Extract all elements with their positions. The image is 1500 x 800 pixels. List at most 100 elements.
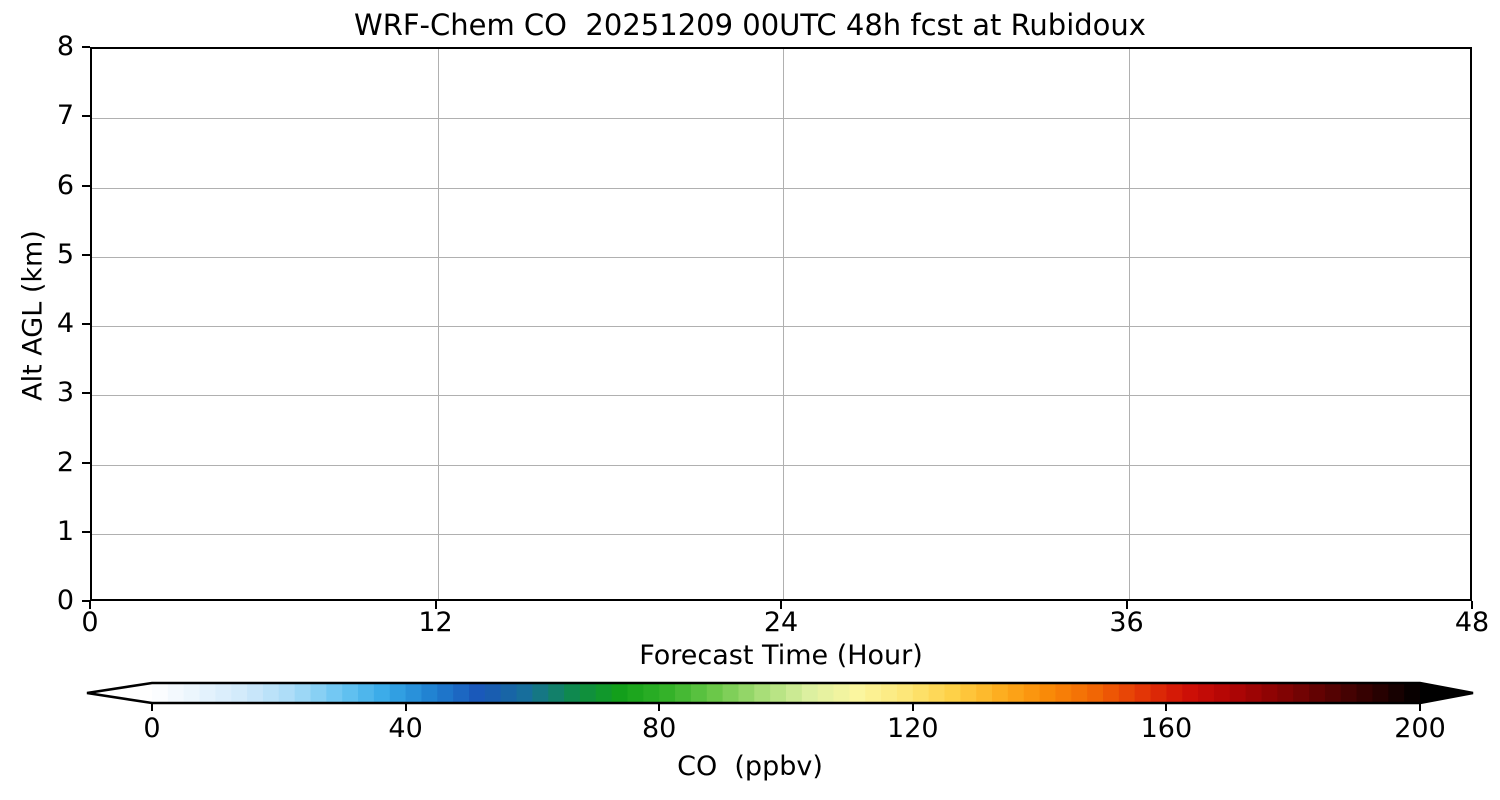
colorbar-band (1039, 683, 1057, 703)
colorbar-band (1071, 683, 1088, 703)
colorbar-band (1198, 683, 1215, 703)
y-tick-mark (82, 461, 90, 464)
colorbar-band (1118, 683, 1136, 703)
y-tick-label: 2 (56, 446, 74, 478)
x-tick-label: 0 (81, 607, 99, 638)
colorbar-tick-label: 80 (642, 713, 677, 744)
x-tick-mark (1125, 601, 1128, 609)
colorbar-band (659, 683, 676, 703)
colorbar-band (1103, 683, 1120, 703)
y-axis-label: Alt AGL (km) (17, 230, 49, 401)
colorbar-tick-mark (1165, 704, 1168, 711)
colorbar-band (881, 683, 898, 703)
colorbar-tick-mark (404, 704, 407, 711)
y-tick-label: 5 (56, 238, 74, 270)
y-tick-label: 4 (56, 308, 74, 339)
colorbar-tick-mark (151, 704, 153, 711)
colorbar-band (1356, 683, 1374, 703)
y-tick-label: 8 (56, 31, 74, 62)
x-tick-label: 12 (418, 607, 453, 638)
colorbar-band (611, 683, 629, 703)
y-tick-label: 0 (56, 585, 74, 616)
colorbar-band (326, 683, 343, 703)
y-tick-mark (82, 530, 90, 533)
colorbar-band (896, 683, 914, 703)
colorbar-band (1087, 683, 1104, 703)
colorbar-band (833, 683, 850, 703)
colorbar-band (247, 683, 264, 703)
y-tick-mark (82, 115, 90, 118)
colorbar-band (484, 683, 502, 703)
y-tick-mark (82, 392, 90, 395)
y-tick-label: 3 (56, 377, 74, 409)
colorbar-band (1277, 683, 1294, 703)
colorbar-band (278, 683, 296, 703)
colorbar-band (992, 683, 1009, 703)
y-tick-mark (82, 46, 90, 48)
colorbar-band (754, 683, 771, 703)
colorbar-bands (87, 683, 1473, 703)
colorbar-band (1213, 683, 1231, 703)
colorbar-label: CO (ppbv) (677, 751, 823, 782)
colorbar-band (167, 683, 185, 703)
colorbar-band (183, 683, 201, 703)
colorbar-band (548, 683, 565, 703)
colorbar-band (960, 683, 977, 703)
x-tick-label: 24 (763, 607, 799, 638)
colorbar-tick-label: 200 (1394, 713, 1446, 744)
x-tick-mark (1471, 601, 1473, 609)
colorbar-band (928, 683, 946, 703)
colorbar-band (738, 683, 755, 703)
colorbar-band (912, 683, 930, 703)
colorbar-band (817, 683, 835, 703)
chart-title: WRF-Chem CO 20251209 00UTC 48h fcst at R… (354, 8, 1146, 42)
colorbar-band (437, 683, 454, 703)
colorbar-band (1309, 683, 1326, 703)
plot-area[interactable] (90, 47, 1472, 601)
colorbar-band (405, 683, 423, 703)
colorbar-band (453, 683, 470, 703)
colorbar-band (215, 683, 232, 703)
colorbar-band (1055, 683, 1072, 703)
colorbar-band (262, 683, 280, 703)
colorbar-band (310, 683, 327, 703)
colorbar-band (690, 683, 708, 703)
colorbar-outline (86, 681, 1474, 705)
colorbar-band (1388, 683, 1405, 703)
colorbar-tick-label: 40 (388, 713, 423, 744)
y-tick-label: 1 (56, 515, 74, 547)
colorbar-band (1229, 683, 1247, 703)
colorbar-band (1134, 683, 1152, 703)
y-tick-mark (82, 323, 90, 325)
colorbar[interactable] (85, 676, 1475, 710)
y-tick-label: 7 (56, 100, 74, 132)
colorbar-band (722, 683, 740, 703)
colorbar-band (627, 683, 644, 703)
y-tick-label: 6 (56, 169, 74, 201)
x-tick-mark (434, 601, 437, 609)
colorbar-band (1245, 683, 1263, 703)
colorbar-band (1007, 683, 1025, 703)
colorbar-band (564, 683, 581, 703)
colorbar-band (976, 683, 993, 703)
colorbar-band (675, 683, 692, 703)
colorbar-band (1340, 683, 1358, 703)
y-tick-mark (82, 253, 90, 256)
colorbar-band (294, 683, 312, 703)
colorbar-band (865, 683, 882, 703)
colorbar-band (469, 683, 486, 703)
colorbar-band (1023, 683, 1041, 703)
colorbar-band (801, 683, 819, 703)
colorbar-band (1372, 683, 1389, 703)
heatmap-data-layer (92, 49, 1470, 599)
colorbar-band (643, 683, 660, 703)
colorbar-band (532, 683, 549, 703)
colorbar-band (595, 683, 613, 703)
colorbar-band (786, 683, 803, 703)
colorbar-over-arrow (1420, 683, 1473, 703)
colorbar-band (1293, 683, 1310, 703)
colorbar-band (358, 683, 375, 703)
x-axis-label: Forecast Time (Hour) (639, 640, 923, 671)
x-tick-mark (780, 601, 782, 609)
